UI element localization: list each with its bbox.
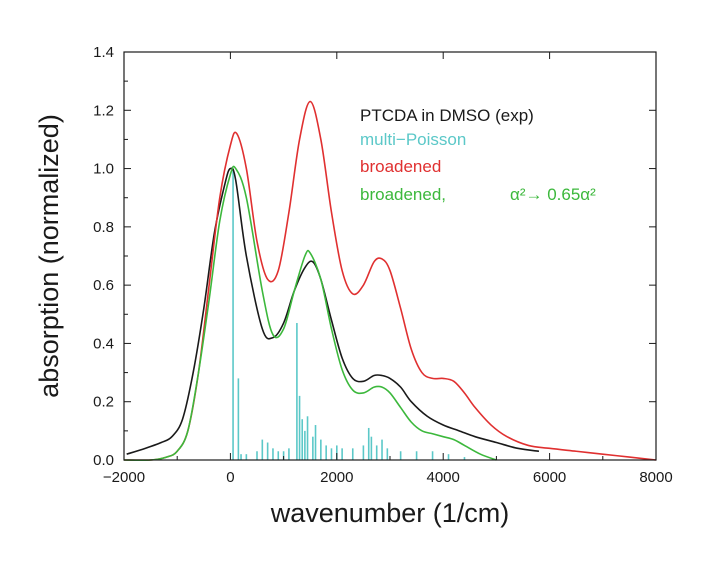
x-axis-title: wavenumber (1/cm)	[270, 498, 510, 528]
y-tick-label: 1.2	[93, 102, 114, 119]
y-tick-label: 0.6	[93, 277, 114, 294]
y-tick-label: 1.0	[93, 161, 114, 178]
series-multi-poisson-sticks	[232, 168, 466, 460]
y-axis-title: absorption (normalized)	[34, 114, 64, 398]
legend-entry: broadened,	[360, 185, 446, 204]
x-tick-label: 6000	[533, 469, 566, 486]
y-tick-label: 0.0	[93, 452, 114, 469]
y-tick-label: 0.8	[93, 219, 114, 236]
data-layer	[123, 100, 657, 462]
y-tick-label: 1.4	[93, 44, 114, 61]
series-broadened-line	[123, 100, 657, 462]
x-tick-label: 2000	[320, 469, 353, 486]
y-tick-label: 0.4	[93, 335, 114, 352]
y-tick-label: 0.2	[93, 394, 114, 411]
series-broadened-scaled-line	[123, 165, 497, 462]
series-experimental-line	[126, 167, 540, 455]
legend-entry: multi−Poisson	[360, 130, 466, 149]
tick-layer: −2000 0 2000 4000 6000 8000 0.0 0.2 0.4 0.6 0.8 1.0…	[93, 44, 673, 486]
legend-entry: PTCDA in DMSO (exp)	[360, 106, 534, 125]
x-tick-label: 4000	[427, 469, 460, 486]
legend: PTCDA in DMSO (exp) multi−Poisson broadene…	[360, 106, 596, 204]
x-tick-label: 8000	[639, 469, 672, 486]
x-tick-label: −2000	[103, 469, 145, 486]
legend-entry: broadened	[360, 157, 441, 176]
x-tick-label: 0	[226, 469, 234, 486]
legend-entry-extra: α²→ 0.65α²	[510, 185, 596, 204]
